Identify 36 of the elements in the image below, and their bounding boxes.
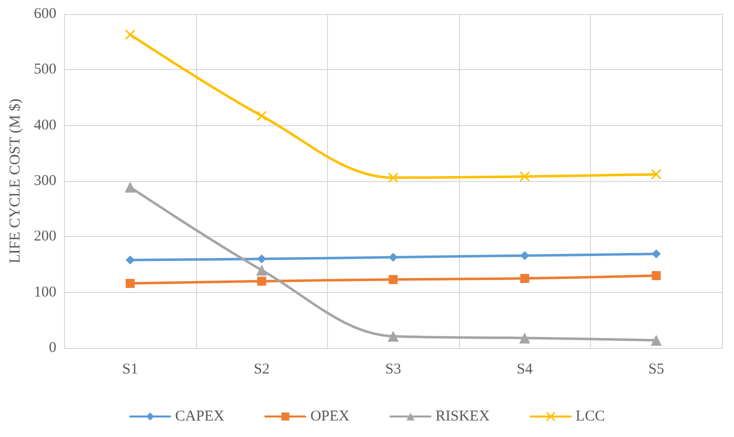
point: [388, 275, 398, 284]
point: [257, 276, 266, 286]
point: [652, 271, 661, 280]
legend-label: RISKEX: [436, 408, 490, 424]
y-tick-label: 0: [48, 340, 56, 356]
x-tick-label: S2: [254, 362, 270, 378]
y-tick-label: 200: [34, 228, 56, 245]
y-tick-label: 500: [34, 62, 56, 78]
x-tick-label: S1: [122, 362, 138, 378]
legend-label: LCC: [576, 408, 605, 424]
point: [126, 278, 135, 288]
legend-label: CAPEX: [175, 408, 224, 424]
point: [256, 110, 267, 122]
y-tick-label: 600: [34, 6, 56, 22]
x-tick-label: S3: [385, 362, 402, 378]
x-tick-label: S5: [648, 362, 664, 378]
point: [519, 332, 530, 344]
point: [520, 251, 530, 260]
y-tick-label: 100: [34, 284, 56, 300]
point: [257, 254, 266, 264]
point: [520, 274, 530, 283]
point: [388, 172, 398, 183]
point: [388, 330, 399, 342]
legend-label: OPEX: [310, 408, 350, 424]
point: [388, 252, 398, 262]
point: [519, 171, 530, 182]
point: [124, 182, 136, 193]
point: [650, 334, 662, 346]
y-tick-label: 300: [34, 173, 56, 189]
point: [650, 169, 662, 180]
point: [124, 29, 136, 40]
point: [256, 264, 268, 276]
y-axis-title: LIFE CYCLE COST (M $): [8, 98, 24, 264]
x-tick-label: S4: [516, 362, 534, 378]
y-tick-label: 400: [34, 117, 56, 134]
point: [652, 249, 661, 258]
